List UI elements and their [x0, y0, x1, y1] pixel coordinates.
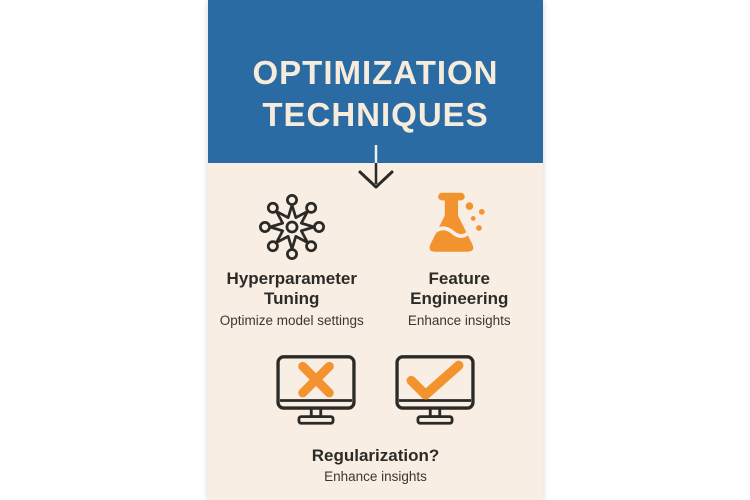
monitors-row	[208, 354, 543, 433]
card-body: Hyperparameter Tuning Optimize model set…	[208, 163, 543, 484]
item-title: Hyperparameter Tuning	[226, 269, 357, 308]
star-nodes-icon	[258, 189, 325, 265]
bottom-title: Regularization?	[311, 446, 440, 465]
item-hyperparameter-tuning: Hyperparameter Tuning Optimize model set…	[208, 189, 376, 328]
techniques-grid: Hyperparameter Tuning Optimize model set…	[208, 163, 543, 328]
header-banner: OPTIMIZATION TECHNIQUES	[208, 0, 543, 163]
page-title-line-1: OPTIMIZATION	[252, 53, 499, 91]
item-subtitle: Optimize model settings	[219, 313, 364, 328]
infographic-card: OPTIMIZATION TECHNIQUES	[208, 0, 543, 500]
item-title: Feature Engineering	[410, 269, 509, 308]
bottom-subtitle: Enhance insights	[324, 469, 427, 484]
flask-icon	[419, 189, 499, 265]
monitor-x-icon	[275, 354, 357, 433]
item-subtitle: Enhance insights	[407, 313, 511, 328]
monitor-check-icon	[394, 354, 476, 433]
item-feature-engineering: Feature Engineering Enhance insights	[376, 189, 544, 328]
page-title-line-2: TECHNIQUES	[262, 95, 489, 133]
down-arrow-icon	[354, 145, 398, 191]
